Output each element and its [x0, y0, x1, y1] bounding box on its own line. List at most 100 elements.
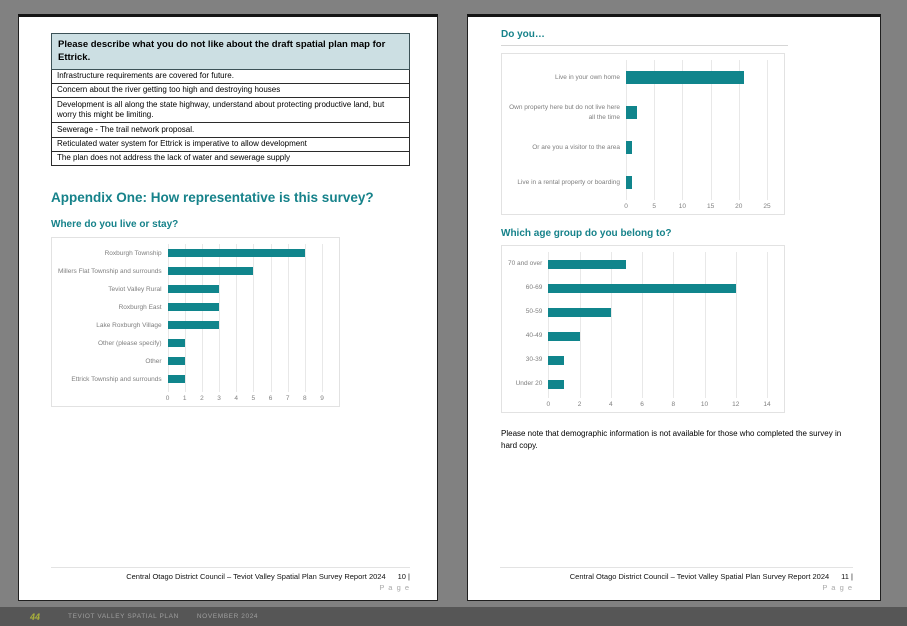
category-label: 70 and over [508, 260, 543, 268]
x-tick-label: 15 [706, 203, 715, 210]
category-label: Under 20 [515, 380, 543, 388]
bar-row [626, 60, 767, 95]
x-tick-label: 3 [217, 395, 221, 403]
gridline [287, 244, 289, 393]
appendix-heading: Appendix One: How representative is this… [51, 190, 374, 206]
table-cell: Concern about the river getting too high… [51, 82, 410, 99]
gridline [642, 252, 644, 398]
bar-row [548, 372, 767, 396]
x-tick-label: 2 [577, 401, 582, 408]
table-row: Concern about the river getting too high… [51, 82, 410, 99]
x-tick-label: 12 [732, 401, 740, 408]
chart-do-you: Live in your own home Own property here b… [501, 53, 785, 215]
gridline [767, 60, 768, 200]
x-tick-label: 9 [320, 395, 324, 403]
footer-rule [500, 567, 853, 568]
x-tick-label: 10 [678, 203, 687, 210]
gridline [710, 60, 712, 200]
bar [548, 379, 564, 389]
axis-spacer [58, 392, 168, 404]
bar-row [167, 352, 322, 370]
feedback-table-body: Infrastructure requirements are covered … [51, 68, 410, 167]
x-tick-label: 8 [671, 401, 676, 408]
category-label: Live in a rental property or boarding [517, 178, 620, 186]
gridline [654, 60, 656, 200]
chart-category-labels: Live in your own home Own property here b… [508, 60, 626, 200]
chart-x-axis: 0 1 2 3 4 5 6 7 8 9 [166, 392, 324, 404]
x-tick-label: 25 [763, 203, 771, 210]
category-label: Ettrick Township and surrounds [71, 375, 162, 383]
chart-title-live-or-stay: Where do you live or stay? [51, 219, 179, 231]
chart-live-or-stay: Roxburgh Township Millers Flat Township a… [51, 237, 340, 408]
gridline [579, 252, 581, 398]
table-row: Infrastructure requirements are covered … [51, 68, 410, 84]
chart-title-age-group: Which age group do you belong to? [501, 228, 672, 239]
table-cell: The plan does not address the lack of wa… [51, 150, 410, 167]
category-label: 60-69 [525, 284, 543, 292]
bar-row [626, 165, 767, 200]
table-row: Development is all along the state highw… [51, 97, 410, 124]
gridline [184, 244, 186, 393]
gridline [610, 252, 612, 398]
x-tick-label: 6 [640, 401, 644, 408]
table-cell: Development is all along the state highw… [51, 97, 410, 124]
bar-row [626, 95, 767, 130]
bar [626, 106, 638, 119]
bar [626, 141, 632, 154]
bar-row [167, 334, 322, 352]
x-tick-label: 0 [624, 203, 628, 210]
gridline [738, 60, 740, 200]
bar-row [548, 252, 767, 276]
bar [167, 285, 220, 294]
x-tick-label: 8 [303, 395, 307, 403]
bar [167, 321, 220, 330]
gridline [167, 244, 169, 393]
chart-plot-area [167, 244, 323, 393]
table-row: The plan does not address the lack of wa… [51, 150, 410, 167]
bar-row [626, 130, 767, 165]
bar-row [167, 316, 322, 334]
category-label: Or are you a visitor to the area [532, 143, 620, 151]
gridline [304, 244, 306, 393]
table-row: Sewerage - The trail network proposal. [51, 122, 410, 138]
category-label: Other (please specify) [97, 339, 162, 347]
gridline [201, 244, 203, 393]
gridline [219, 244, 221, 393]
charts-column: Do you… Live in your own home Own propert… [501, 29, 788, 413]
feedback-table: Please describe what you do not like abo… [51, 33, 410, 167]
footer-text: Central Otago District Council – Teviot … [569, 572, 830, 581]
bar-row [167, 298, 322, 316]
gridline [548, 252, 550, 398]
chart-x-axis: 0 5 10 15 20 25 [624, 200, 771, 212]
bar-row [548, 348, 767, 372]
strip-page-number: 44 [30, 611, 41, 622]
bar-row [548, 324, 767, 348]
bar-row [548, 300, 767, 324]
chart-category-labels: Roxburgh Township Millers Flat Township a… [58, 244, 168, 392]
feedback-table-header: Please describe what you do not like abo… [51, 33, 410, 70]
bar [167, 267, 254, 276]
chart-plot-area [548, 252, 768, 398]
x-tick-label: 2 [200, 395, 204, 403]
x-tick-label: 0 [546, 401, 551, 408]
bar [548, 307, 611, 317]
table-cell: Reticulated water system for Ettrick is … [51, 136, 410, 152]
gridline [673, 252, 675, 398]
bar-row [167, 280, 322, 298]
report-page-right: Do you… Live in your own home Own propert… [467, 14, 881, 601]
bar [167, 303, 220, 312]
footer-page-number: 10 | [397, 572, 410, 581]
x-tick-label: 5 [251, 395, 256, 403]
x-tick-label: 4 [609, 401, 613, 408]
gridline [767, 252, 768, 398]
table-cell: Infrastructure requirements are covered … [51, 68, 410, 84]
category-label: Roxburgh Township [104, 249, 162, 257]
table-row: Reticulated water system for Ettrick is … [51, 136, 410, 152]
category-label: 30-39 [525, 356, 543, 364]
category-label: 50-59 [525, 308, 543, 316]
axis-spacer [508, 200, 626, 212]
x-tick-label: 1 [182, 395, 187, 403]
bar [167, 357, 185, 366]
gridline [322, 244, 323, 393]
x-tick-label: 20 [735, 203, 743, 210]
